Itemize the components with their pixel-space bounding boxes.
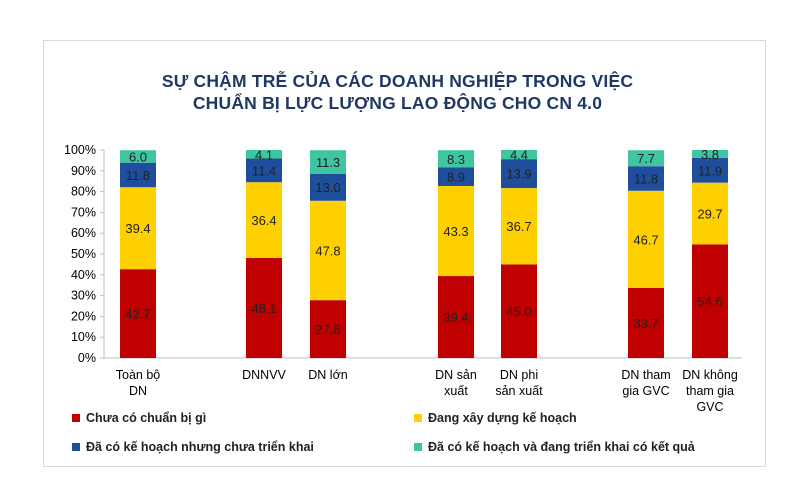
x-category-label: xuất: [444, 384, 468, 398]
data-label: 36.7: [506, 219, 531, 234]
data-label: 42.7: [125, 307, 150, 322]
bar-segment: [246, 150, 282, 159]
bar-segment: [628, 190, 664, 288]
legend-item: Chưa có chuẩn bị gì: [72, 411, 206, 425]
bar-segment: [501, 188, 537, 265]
data-label: 46.7: [633, 232, 658, 247]
legend-swatch: [414, 414, 422, 422]
data-label: 48.1: [251, 301, 276, 316]
data-label: 11.4: [252, 163, 276, 178]
data-label: 13.0: [315, 180, 340, 195]
x-category-label: Toàn bộ: [116, 368, 161, 382]
data-label: 13.9: [506, 167, 531, 182]
y-tick-label: 50%: [71, 247, 96, 261]
legend-label: Đang xây dựng kế hoạch: [428, 411, 577, 425]
bar-segment: [628, 166, 664, 191]
bar-segment: [246, 257, 282, 358]
bar-segment: [628, 150, 664, 167]
data-label: 11.9: [698, 163, 722, 178]
data-label: 8.3: [447, 152, 465, 167]
legend-label: Chưa có chuẩn bị gì: [86, 411, 207, 425]
y-tick-label: 0%: [78, 351, 96, 365]
data-label: 39.4: [125, 221, 150, 236]
data-label: 29.7: [697, 207, 722, 222]
bar-segment: [692, 182, 728, 245]
data-label: 4.4: [510, 148, 528, 163]
data-label: 39.4: [443, 310, 468, 325]
data-label: 36.4: [251, 213, 276, 228]
bar-segment: [310, 150, 346, 174]
bar-segment: [310, 200, 346, 301]
data-label: 11.3: [316, 155, 340, 170]
x-category-label: DN tham: [621, 368, 670, 382]
x-category-label: DN: [129, 384, 147, 398]
bar-segment: [120, 150, 156, 163]
x-category-label: DN không: [682, 368, 738, 382]
x-category-label: sản xuất: [495, 384, 543, 398]
data-label: 4.1: [255, 147, 273, 162]
x-category-label: DN lớn: [308, 368, 348, 382]
data-label: 45.0: [506, 304, 531, 319]
bar-segment: [120, 162, 156, 188]
y-tick-label: 40%: [71, 268, 96, 282]
x-category-label: DN sản: [435, 368, 477, 382]
bar-segment: [628, 287, 664, 358]
data-label: 3.8: [701, 147, 719, 162]
legend-item: Đã có kế hoạch nhưng chưa triển khai: [72, 440, 314, 454]
bar-segment: [501, 159, 537, 189]
y-tick-label: 30%: [71, 289, 96, 303]
x-category-label: DN phi: [500, 368, 538, 382]
legend-swatch: [414, 443, 422, 451]
x-category-label: gia GVC: [622, 384, 669, 398]
bar-segment: [438, 276, 474, 358]
x-category-label: DNNVV: [242, 368, 286, 382]
y-tick-label: 70%: [71, 205, 96, 219]
data-label: 11.8: [634, 171, 658, 186]
y-tick-label: 100%: [64, 143, 96, 157]
bar-segment: [692, 157, 728, 183]
bar-segment: [120, 269, 156, 358]
chart-title-line-1: SỰ CHẬM TRỄ CỦA CÁC DOANH NGHIỆP TRONG V…: [161, 71, 634, 91]
chart-title-line-2: CHUẨN BỊ LỰC LƯỢNG LAO ĐỘNG CHO CN 4.0: [192, 93, 603, 113]
data-label: 11.8: [126, 168, 150, 183]
bar-segment: [246, 182, 282, 258]
legend-swatch: [72, 443, 80, 451]
y-tick-label: 60%: [71, 226, 96, 240]
data-label: 8.9: [447, 170, 465, 185]
bar-segment: [501, 150, 537, 160]
data-label: 7.7: [637, 151, 655, 166]
y-tick-label: 80%: [71, 185, 96, 199]
legend-item: Đang xây dựng kế hoạch: [414, 411, 577, 425]
bar-segment: [438, 167, 474, 186]
bar-segment: [692, 150, 728, 158]
bar-segment: [310, 300, 346, 358]
data-label: 27.8: [315, 322, 340, 337]
x-category-label: GVC: [696, 400, 723, 414]
y-tick-label: 90%: [71, 164, 96, 178]
bar-segment: [246, 158, 282, 183]
x-category-label: tham gia: [686, 384, 734, 398]
bar-segment: [310, 173, 346, 201]
bar-segment: [692, 244, 728, 358]
chart-frame: [43, 40, 766, 467]
legend-label: Đã có kế hoạch nhưng chưa triển khai: [86, 440, 314, 454]
legend-item: Đã có kế hoạch và đang triển khai có kết…: [414, 440, 695, 454]
bar-segment: [120, 187, 156, 270]
legend-label: Đã có kế hoạch và đang triển khai có kết…: [428, 440, 695, 454]
bar-segment: [438, 150, 474, 168]
legend-swatch: [72, 414, 80, 422]
data-label: 6.0: [129, 149, 147, 164]
y-tick-label: 10%: [71, 330, 96, 344]
data-label: 54.6: [697, 294, 722, 309]
data-label: 43.3: [443, 224, 468, 239]
data-label: 47.8: [315, 243, 340, 258]
bar-segment: [438, 185, 474, 277]
bar-segment: [501, 264, 537, 358]
data-label: 33.7: [633, 316, 658, 331]
y-tick-label: 20%: [71, 309, 96, 323]
